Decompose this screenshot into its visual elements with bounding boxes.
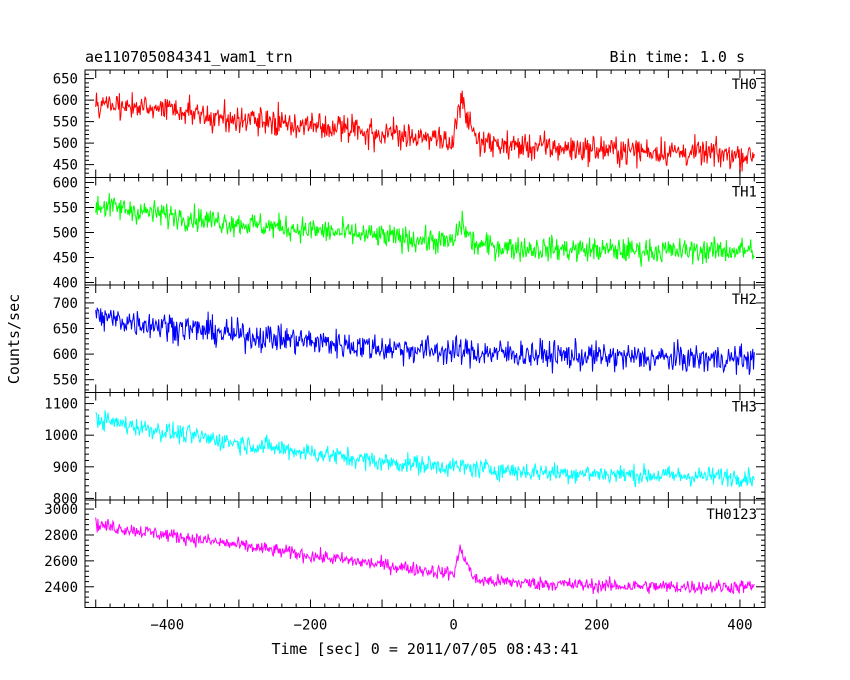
panel-label: TH1	[732, 185, 757, 201]
y-tick-label: 650	[53, 72, 78, 88]
y-tick-label: 700	[53, 296, 78, 312]
y-tick-label: 800	[53, 491, 78, 507]
y-tick-label: 600	[53, 176, 78, 192]
panel-frame	[84, 284, 766, 393]
x-axis-label: Time [sec] 0 = 2011/07/05 08:43:41	[271, 640, 578, 658]
chart-title: ae110705084341_wam1_trn	[85, 48, 293, 66]
panel-th2: 550 600 650 700 TH2	[53, 284, 766, 393]
y-tick-label: 2800	[44, 528, 78, 544]
panel-th0123: 2400 2600 2800 3000 TH0123	[44, 499, 766, 608]
x-tick-label: 0	[449, 618, 457, 634]
y-tick-label: 550	[53, 115, 78, 131]
panel-th3: 800 900 1000 1100 TH3	[44, 392, 766, 507]
y-tick-label: 400	[53, 276, 78, 292]
x-tick-label: 200	[584, 618, 609, 634]
panel-label: TH0123	[706, 507, 757, 523]
y-tick-label: 2600	[44, 554, 78, 570]
series-th3-line	[95, 410, 755, 488]
y-tick-label: 600	[53, 347, 78, 363]
x-tick-label: −200	[294, 618, 328, 634]
series-th0123-line	[95, 517, 755, 595]
y-tick-label: 450	[53, 158, 78, 174]
y-tick-label: 1100	[44, 397, 78, 413]
y-axis-label: Counts/sec	[5, 294, 23, 384]
bin-time-label: Bin time: 1.0 s	[610, 48, 745, 66]
y-tick-label: 550	[53, 201, 78, 217]
panel-label: TH3	[732, 400, 757, 416]
panel-label: TH2	[732, 292, 757, 308]
y-tick-label: 550	[53, 373, 78, 389]
y-tick-label: 450	[53, 251, 78, 267]
series-th0-line	[95, 90, 755, 175]
y-tick-label: 900	[53, 460, 78, 476]
panel-th1: 400 450 500 550 600 TH1	[53, 176, 766, 292]
panels-group: 450 500 550 600 650 TH0 400 450 500 550 600 TH1 550 6…	[44, 69, 766, 634]
panel-frame	[84, 392, 766, 501]
panel-frame	[84, 69, 766, 178]
y-tick-label: 1000	[44, 428, 78, 444]
y-tick-label: 3000	[44, 502, 78, 518]
x-tick-label: 400	[727, 618, 752, 634]
y-tick-label: 500	[53, 226, 78, 242]
x-tick-label: −400	[150, 618, 184, 634]
panel-frame	[84, 499, 766, 608]
y-tick-label: 500	[53, 136, 78, 152]
y-tick-label: 650	[53, 322, 78, 338]
panel-label: TH0	[732, 77, 757, 93]
y-tick-label: 600	[53, 93, 78, 109]
series-th1-line	[95, 193, 755, 267]
panel-th0: 450 500 550 600 650 TH0	[53, 69, 766, 178]
y-tick-label: 2400	[44, 580, 78, 596]
series-th2-line	[95, 307, 755, 375]
